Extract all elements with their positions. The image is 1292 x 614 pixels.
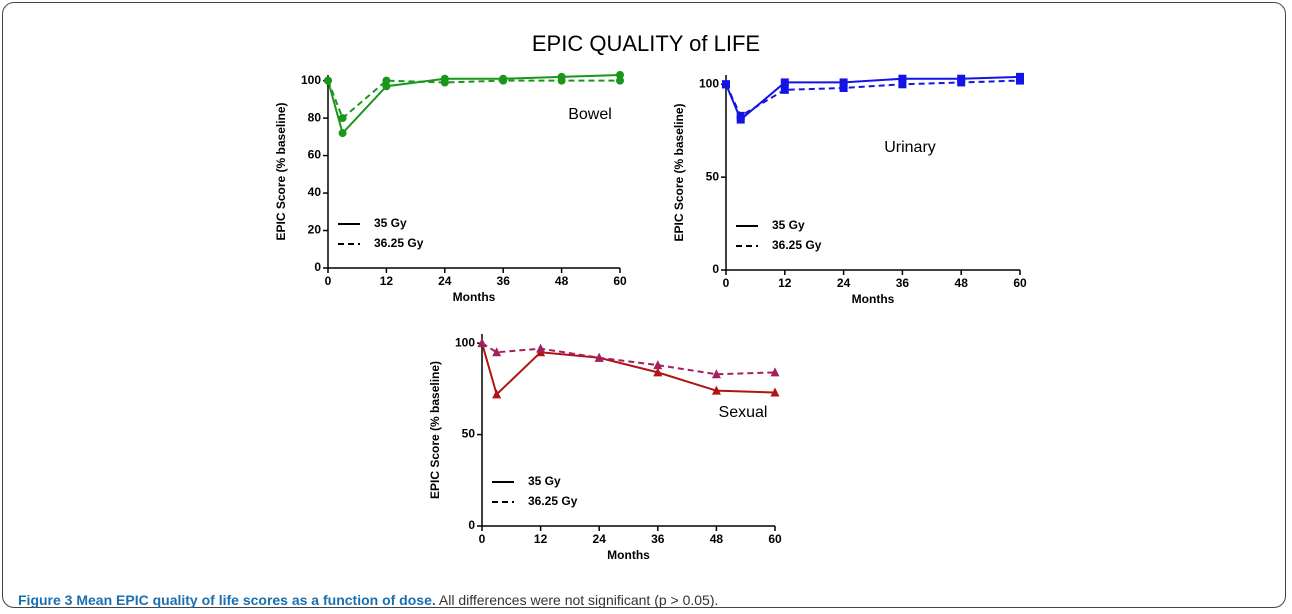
x-axis-label: Months xyxy=(453,290,496,304)
figure-title: EPIC QUALITY of LIFE xyxy=(532,31,760,56)
annotation: Urinary xyxy=(884,139,936,156)
point xyxy=(557,76,566,85)
point xyxy=(711,385,721,395)
point xyxy=(594,352,604,362)
chart: 0 20 40 60 80 100 0 12 24 36 48 60 Months EPIC Score … xyxy=(274,71,627,304)
x-tick-label: 60 xyxy=(768,532,782,546)
legend-label: 35 Gy xyxy=(528,474,561,488)
x-axis-label: Months xyxy=(852,292,895,306)
x-axis-label: Months xyxy=(607,548,650,562)
point xyxy=(736,111,745,120)
point xyxy=(653,367,663,377)
series-line xyxy=(327,74,621,136)
y-tick-label: 20 xyxy=(308,223,322,237)
point xyxy=(711,369,721,379)
point xyxy=(536,343,546,353)
y-tick-label: 100 xyxy=(301,73,321,87)
x-tick-label: 36 xyxy=(896,276,910,290)
x-tick-label: 36 xyxy=(497,274,511,288)
point xyxy=(653,360,663,370)
point xyxy=(477,338,487,348)
point xyxy=(780,85,789,94)
series-line xyxy=(725,75,1021,122)
point xyxy=(492,347,502,357)
annotation: Bowel xyxy=(568,106,612,123)
point xyxy=(898,80,907,89)
x-tick-label: 48 xyxy=(710,532,724,546)
y-tick-label: 40 xyxy=(308,185,322,199)
point xyxy=(780,78,789,87)
point xyxy=(492,389,502,399)
x-tick-label: 48 xyxy=(555,274,569,288)
point xyxy=(839,84,848,92)
x-tick-label: 60 xyxy=(613,274,627,288)
point xyxy=(957,78,966,87)
x-tick-label: 12 xyxy=(534,532,548,546)
point xyxy=(898,74,907,83)
legend-label: 36.25 Gy xyxy=(374,236,424,250)
x-tick-label: 0 xyxy=(723,276,730,290)
point xyxy=(440,78,449,87)
series-line xyxy=(725,79,1021,118)
point xyxy=(382,82,391,91)
series-line xyxy=(481,342,776,397)
point xyxy=(770,387,780,397)
y-tick-label: 0 xyxy=(712,262,719,276)
y-tick-label: 0 xyxy=(468,518,475,532)
y-tick-label: 50 xyxy=(706,169,720,183)
x-tick-label: 24 xyxy=(593,532,607,546)
x-tick-label: 60 xyxy=(1013,276,1027,290)
caption-label: Figure 3 Mean EPIC quality of life score… xyxy=(18,592,436,608)
caption-text: All differences were not significant (p … xyxy=(439,592,719,608)
point xyxy=(338,129,347,138)
point xyxy=(499,76,508,85)
point xyxy=(1016,76,1024,85)
y-tick-label: 0 xyxy=(314,260,321,274)
y-axis-label: EPIC Score (% baseline) xyxy=(274,102,288,240)
y-tick-label: 60 xyxy=(308,148,322,162)
point xyxy=(839,78,848,87)
y-tick-label: 100 xyxy=(455,335,475,349)
y-tick-label: 50 xyxy=(462,427,476,441)
y-axis-label: EPIC Score (% baseline) xyxy=(428,361,442,499)
x-tick-label: 48 xyxy=(955,276,969,290)
y-tick-label: 100 xyxy=(699,76,719,90)
point xyxy=(616,76,624,85)
legend-label: 36.25 Gy xyxy=(772,238,822,252)
x-tick-label: 12 xyxy=(778,276,792,290)
annotation: Sexual xyxy=(719,404,768,421)
y-axis-label: EPIC Score (% baseline) xyxy=(672,103,686,241)
chart: 0 50 100 0 12 24 36 48 60 Months EPIC Score (% bas… xyxy=(428,334,782,562)
series-line xyxy=(481,342,776,376)
x-tick-label: 0 xyxy=(479,532,486,546)
legend-label: 35 Gy xyxy=(772,218,805,232)
x-tick-label: 24 xyxy=(438,274,452,288)
x-tick-label: 24 xyxy=(837,276,851,290)
y-tick-label: 80 xyxy=(308,110,322,124)
x-tick-label: 0 xyxy=(325,274,332,288)
point xyxy=(338,114,347,123)
chart: 0 50 100 0 12 24 36 48 60 Months EPIC Score (% bas… xyxy=(672,72,1027,306)
point xyxy=(382,76,391,85)
legend-label: 35 Gy xyxy=(374,216,407,230)
point xyxy=(616,71,624,79)
point xyxy=(770,367,780,377)
x-tick-label: 12 xyxy=(380,274,394,288)
point xyxy=(324,76,332,85)
legend-label: 36.25 Gy xyxy=(528,494,578,508)
point xyxy=(722,80,730,89)
caption: Figure 3 Mean EPIC quality of life score… xyxy=(18,592,718,608)
x-tick-label: 36 xyxy=(651,532,665,546)
